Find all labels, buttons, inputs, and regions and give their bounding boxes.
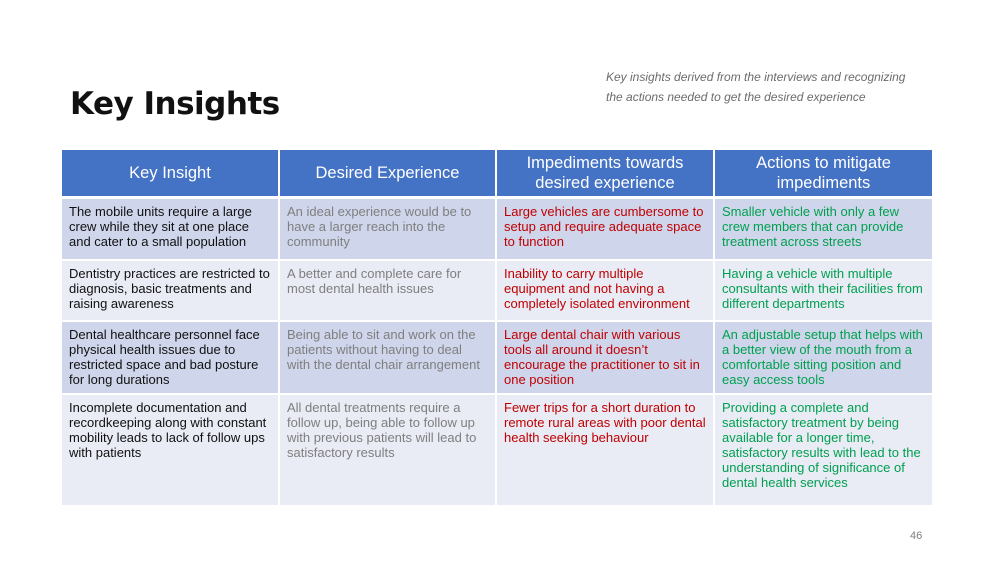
insight-cell: The mobile units require a large crew wh… bbox=[62, 197, 280, 261]
header-actions: Actions to mitigate impediments bbox=[714, 150, 932, 199]
impediment-cell: Fewer trips for a short duration to remo… bbox=[496, 393, 715, 507]
table-row: The mobile units require a large crew wh… bbox=[62, 197, 932, 261]
desired-cell: All dental treatments require a follow u… bbox=[279, 393, 497, 507]
insight-cell: Dental healthcare personnel face physica… bbox=[62, 320, 280, 395]
table-row: Dental healthcare personnel face physica… bbox=[62, 320, 932, 395]
desired-cell: An ideal experience would be to have a l… bbox=[279, 197, 497, 261]
header-impediments: Impediments towards desired experience bbox=[496, 150, 715, 199]
action-cell: An adjustable setup that helps with a be… bbox=[714, 320, 932, 395]
header-desired-experience: Desired Experience bbox=[279, 150, 497, 199]
impediment-cell: Inability to carry multiple equipment an… bbox=[496, 259, 715, 322]
action-cell: Smaller vehicle with only a few crew mem… bbox=[714, 197, 932, 261]
impediment-cell: Large vehicles are cumbersome to setup a… bbox=[496, 197, 715, 261]
page-number: 46 bbox=[910, 530, 923, 542]
desired-cell: A better and complete care for most dent… bbox=[279, 259, 497, 322]
impediment-cell: Large dental chair with various tools al… bbox=[496, 320, 715, 395]
table-header-row: Key Insight Desired Experience Impedimen… bbox=[62, 150, 932, 199]
table-row: Dentistry practices are restricted to di… bbox=[62, 259, 932, 322]
header-key-insight: Key Insight bbox=[62, 150, 280, 199]
action-cell: Providing a complete and satisfactory tr… bbox=[714, 393, 932, 507]
desired-cell: Being able to sit and work on the patien… bbox=[279, 320, 497, 395]
slide-title: Key Insights bbox=[70, 86, 280, 122]
insight-cell: Incomplete documentation and recordkeepi… bbox=[62, 393, 280, 507]
insights-table: Key Insight Desired Experience Impedimen… bbox=[62, 150, 932, 507]
slide-subtitle: Key insights derived from the interviews… bbox=[606, 70, 906, 104]
insight-cell: Dentistry practices are restricted to di… bbox=[62, 259, 280, 322]
table-row: Incomplete documentation and recordkeepi… bbox=[62, 393, 932, 507]
action-cell: Having a vehicle with multiple consultan… bbox=[714, 259, 932, 322]
